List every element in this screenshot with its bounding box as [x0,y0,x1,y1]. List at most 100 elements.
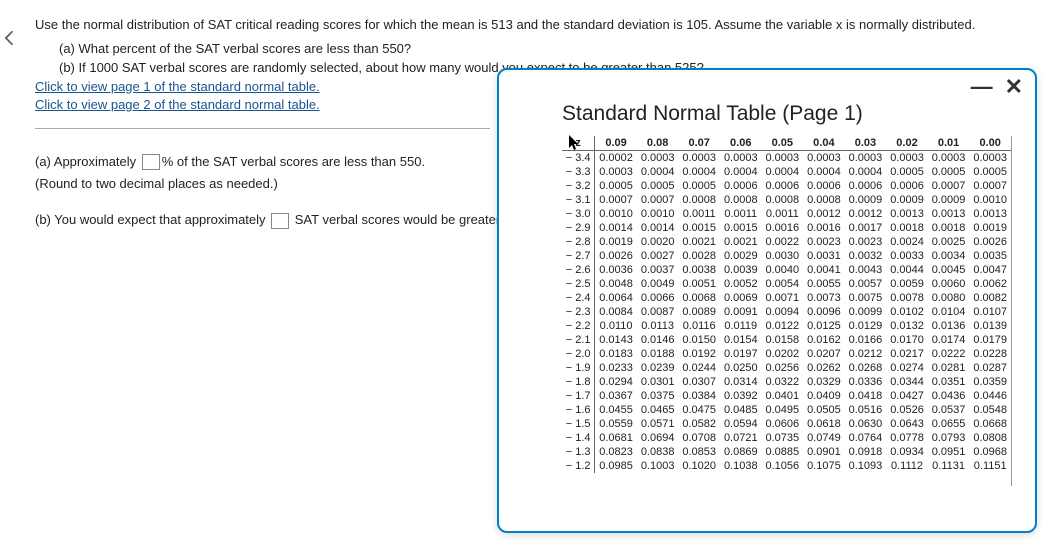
z-cell: − 2.5 [562,277,595,291]
value-cell: 0.0016 [803,221,845,235]
value-cell: 0.0188 [637,347,679,361]
minimize-icon[interactable]: — [971,76,993,98]
value-cell: 0.0455 [595,403,637,417]
value-cell: 0.0011 [720,207,762,221]
value-cell: 0.0011 [762,207,804,221]
value-cell: 0.0559 [595,417,637,431]
value-cell: 0.0202 [762,347,804,361]
value-cell: 0.0351 [928,375,970,389]
z-cell: − 3.2 [562,179,595,193]
value-cell: 0.0110 [595,319,637,333]
table-row: − 2.80.00190.00200.00210.00210.00220.002… [562,235,1011,249]
close-icon[interactable]: ✕ [1005,76,1023,98]
col-header: 0.04 [803,136,845,151]
value-cell: 0.0007 [928,179,970,193]
value-cell: 0.0036 [595,263,637,277]
value-cell: 0.0885 [762,445,804,459]
value-cell: 0.0005 [886,165,928,179]
value-cell: 0.0010 [969,193,1011,207]
value-cell: 0.0307 [678,375,720,389]
value-cell: 0.0116 [678,319,720,333]
value-cell: 0.0392 [720,389,762,403]
z-cell: − 1.3 [562,445,595,459]
value-cell: 0.0129 [845,319,887,333]
value-cell: 0.0401 [762,389,804,403]
value-cell: 0.0003 [969,151,1011,166]
value-cell: 0.0668 [969,417,1011,431]
col-header: 0.07 [678,136,720,151]
value-cell: 0.0823 [595,445,637,459]
answer-b-input[interactable] [271,213,289,229]
value-cell: 0.0104 [928,305,970,319]
value-cell: 0.0233 [595,361,637,375]
value-cell: 0.0003 [886,151,928,166]
value-cell: 0.0054 [762,277,804,291]
value-cell: 0.0014 [595,221,637,235]
table-row: − 3.20.00050.00050.00050.00060.00060.000… [562,179,1011,193]
value-cell: 0.0023 [803,235,845,249]
value-cell: 0.0035 [969,249,1011,263]
value-cell: 0.0228 [969,347,1011,361]
z-cell: − 1.4 [562,431,595,445]
value-cell: 0.0040 [762,263,804,277]
value-cell: 0.0062 [969,277,1011,291]
value-cell: 0.0003 [678,151,720,166]
value-cell: 0.0122 [762,319,804,333]
value-cell: 0.0096 [803,305,845,319]
col-header: 0.09 [595,136,637,151]
divider [35,128,490,129]
value-cell: 0.0012 [803,207,845,221]
value-cell: 0.0192 [678,347,720,361]
value-cell: 0.0005 [969,165,1011,179]
value-cell: 0.0013 [928,207,970,221]
value-cell: 0.0436 [928,389,970,403]
value-cell: 0.0064 [595,291,637,305]
value-cell: 0.0009 [886,193,928,207]
value-cell: 0.0336 [845,375,887,389]
z-cell: − 3.1 [562,193,595,207]
value-cell: 0.0329 [803,375,845,389]
value-cell: 0.0183 [595,347,637,361]
value-cell: 0.0475 [678,403,720,417]
value-cell: 0.0004 [803,165,845,179]
back-arrow-icon[interactable] [0,28,24,52]
value-cell: 0.0655 [928,417,970,431]
value-cell: 0.0019 [595,235,637,249]
table-row: − 1.50.05590.05710.05820.05940.06060.061… [562,417,1011,431]
value-cell: 0.0314 [720,375,762,389]
value-cell: 0.0026 [969,235,1011,249]
value-cell: 0.0008 [762,193,804,207]
value-cell: 0.1112 [886,459,928,473]
z-cell: − 2.0 [562,347,595,361]
z-cell: − 1.2 [562,459,595,473]
table-row: − 3.00.00100.00100.00110.00110.00110.001… [562,207,1011,221]
table-row: − 2.20.01100.01130.01160.01190.01220.012… [562,319,1011,333]
value-cell: 0.0287 [969,361,1011,375]
value-cell: 0.0322 [762,375,804,389]
value-cell: 0.0007 [969,179,1011,193]
value-cell: 0.0548 [969,403,1011,417]
value-cell: 0.0004 [637,165,679,179]
value-cell: 0.0495 [762,403,804,417]
answer-a-input[interactable] [142,154,160,170]
value-cell: 0.0934 [886,445,928,459]
value-cell: 0.0037 [637,263,679,277]
value-cell: 0.0250 [720,361,762,375]
value-cell: 0.0446 [969,389,1011,403]
table-row: − 1.40.06810.06940.07080.07210.07350.074… [562,431,1011,445]
value-cell: 0.0018 [886,221,928,235]
value-cell: 0.0132 [886,319,928,333]
value-cell: 0.0060 [928,277,970,291]
value-cell: 0.0002 [595,151,637,166]
value-cell: 0.0008 [720,193,762,207]
value-cell: 0.0068 [678,291,720,305]
value-cell: 0.0582 [678,417,720,431]
value-cell: 0.0158 [762,333,804,347]
value-cell: 0.0427 [886,389,928,403]
value-cell: 0.0045 [928,263,970,277]
value-cell: 0.0197 [720,347,762,361]
value-cell: 0.1093 [845,459,887,473]
value-cell: 0.0039 [720,263,762,277]
value-cell: 0.0080 [928,291,970,305]
value-cell: 0.0008 [678,193,720,207]
